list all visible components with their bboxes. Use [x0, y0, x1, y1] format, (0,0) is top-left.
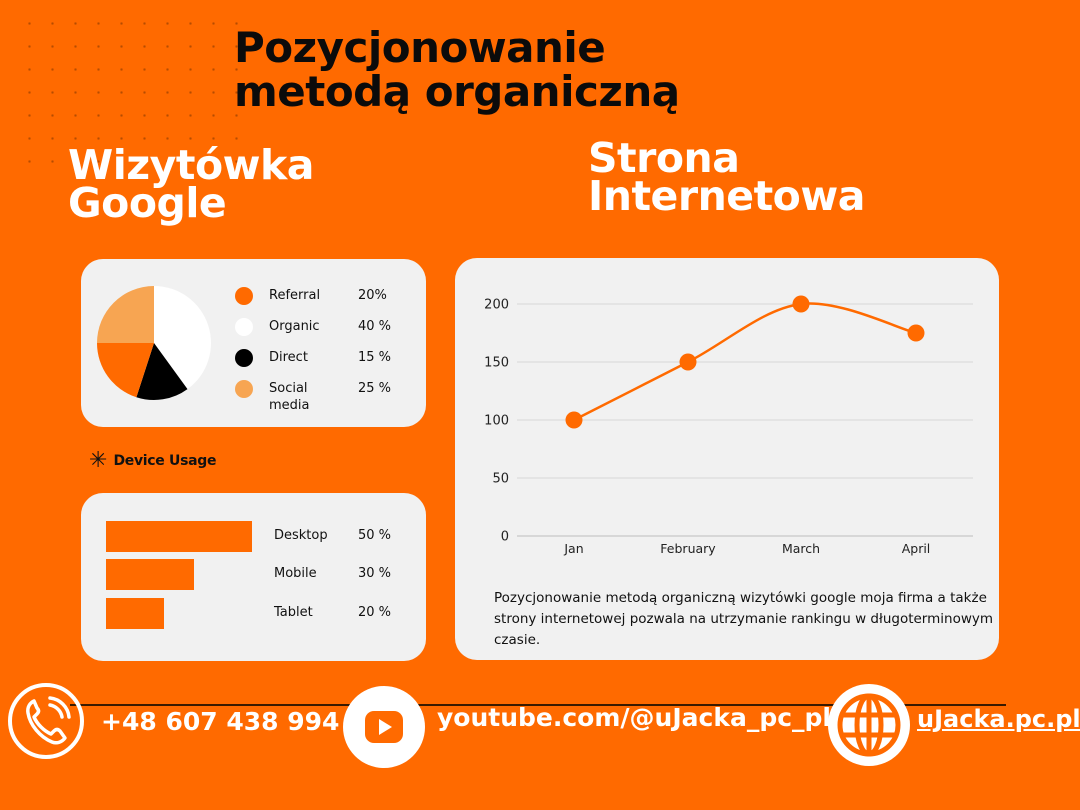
- pie-chart: [97, 286, 211, 400]
- data-point-february: [679, 353, 697, 371]
- google-title-line-1: Wizytówka: [68, 141, 314, 189]
- globe-icon: [828, 684, 910, 766]
- bar-mobile: [106, 559, 194, 590]
- legend-value: 15 %: [358, 350, 392, 365]
- legend-label: Organic: [269, 319, 320, 334]
- bar-label-mobile: Mobile: [274, 566, 317, 581]
- website-title-line-2: Internetowa: [588, 172, 865, 220]
- series-line: [573, 302, 917, 422]
- y-tick-label: 200: [484, 298, 509, 313]
- legend-label: Direct: [269, 350, 308, 365]
- title-line-1: Pozycjonowanie: [234, 23, 606, 72]
- device-usage-card: Desktop 50 % Mobile 30 % Tablet 20 %: [81, 493, 426, 661]
- dot-pattern: [18, 12, 238, 182]
- line-chart: 0 50 100 150 200 Jan February March April: [484, 295, 973, 556]
- phone-icon: [8, 683, 84, 759]
- legend-label: Referral: [269, 288, 321, 303]
- legend-swatch: [235, 318, 253, 336]
- pie-slice-referral: [97, 343, 154, 398]
- website-section-title: Strona Internetowa: [588, 138, 865, 217]
- website-ranking-card: 0 50 100 150 200 Jan February March April Pozycj…: [455, 258, 999, 660]
- x-tick-label: March: [782, 541, 820, 556]
- website-link[interactable]: uJacka.pc.pl: [917, 705, 1080, 733]
- device-usage-heading: ✳ Device Usage: [89, 448, 217, 473]
- x-tick-label: February: [660, 541, 716, 556]
- bar-label-desktop: Desktop: [274, 528, 328, 543]
- traffic-source-card: Referral 20% Organic 40 % Direct 15 % Social m…: [81, 259, 426, 427]
- bar-value-desktop: 50 %: [358, 528, 392, 543]
- page-title: Pozycjonowanie metodą organiczną: [234, 26, 680, 114]
- y-tick-label: 0: [501, 530, 509, 545]
- pie-slice-organic: [154, 286, 211, 390]
- website-title-line-1: Strona: [588, 134, 740, 182]
- x-tick-label: Jan: [563, 541, 583, 556]
- title-line-2: metodą organiczną: [234, 67, 680, 116]
- phone-number: +48 607 438 994: [101, 707, 340, 736]
- pie-slice-social-media: [97, 286, 154, 343]
- legend-value: 20%: [358, 288, 387, 303]
- google-section-title: Wizytówka Google: [68, 145, 314, 224]
- youtube-icon: [343, 686, 425, 768]
- bar-tablet: [106, 598, 165, 629]
- x-tick-label: April: [902, 541, 931, 556]
- legend-value: 25 %: [358, 381, 392, 396]
- device-usage-title: Device Usage: [113, 453, 217, 469]
- description-text: Pozycjonowanie metodą organiczną wizytów…: [494, 590, 994, 648]
- legend-value: 40 %: [358, 319, 392, 334]
- data-point-jan: [565, 411, 583, 429]
- bar-value-mobile: 30 %: [358, 566, 392, 581]
- legend-swatch: [235, 380, 253, 398]
- footer-divider: [70, 704, 1006, 706]
- bar-value-tablet: 20 %: [358, 605, 392, 620]
- legend-swatch: [235, 349, 253, 367]
- youtube-link[interactable]: youtube.com/@uJacka_pc_pl: [437, 703, 832, 732]
- y-tick-label: 100: [484, 414, 509, 429]
- data-point-april: [907, 324, 925, 342]
- y-tick-label: 50: [492, 472, 509, 487]
- bar-label-tablet: Tablet: [274, 605, 313, 620]
- google-title-line-2: Google: [68, 179, 227, 227]
- pie-slice-direct: [136, 343, 188, 400]
- legend-swatch: [235, 287, 253, 305]
- legend-label: Social media: [269, 381, 310, 413]
- y-tick-label: 150: [484, 356, 509, 371]
- asterisk-icon: ✳: [89, 448, 108, 473]
- data-point-march: [792, 295, 810, 313]
- bar-desktop: [106, 521, 252, 552]
